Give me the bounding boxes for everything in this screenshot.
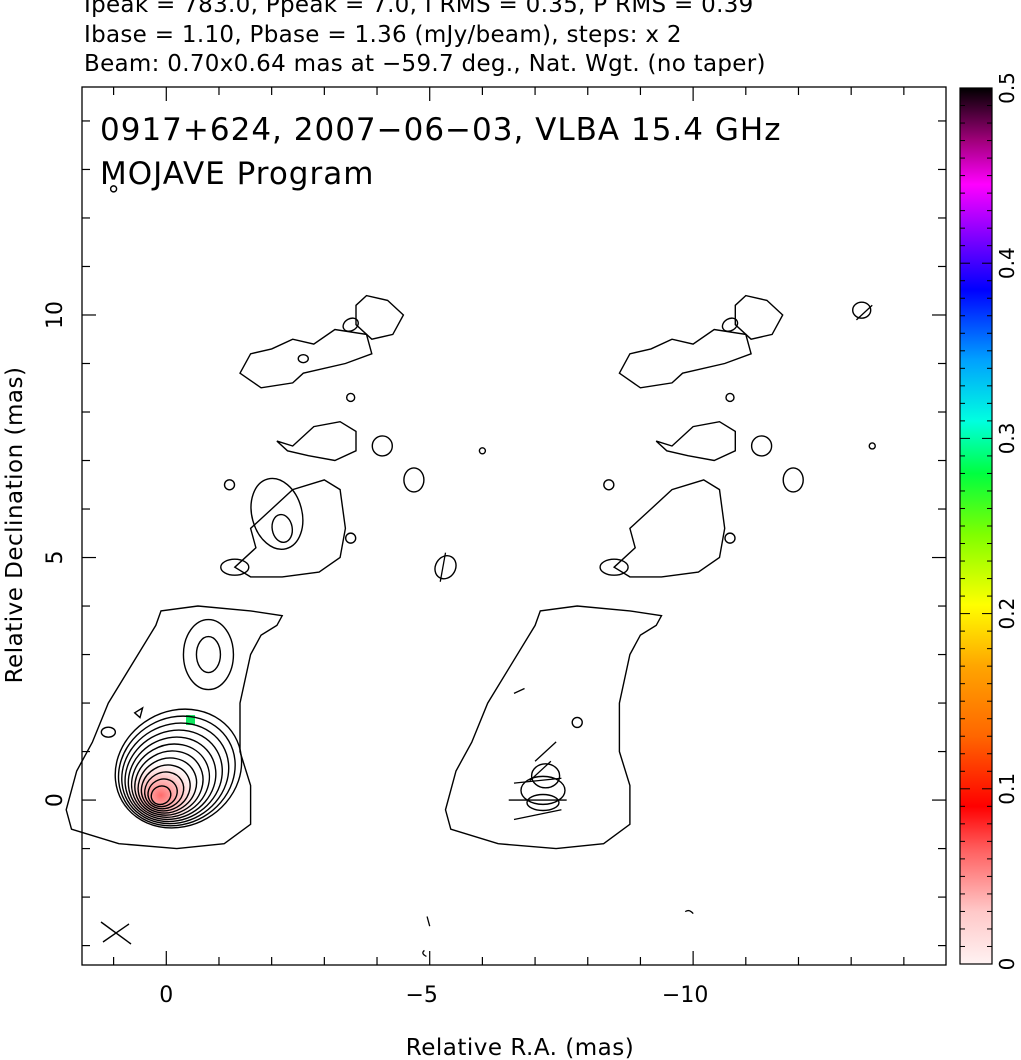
contour-small [684, 909, 694, 915]
contour-ellipse [117, 715, 236, 827]
polarization-peak-pixel [186, 715, 195, 726]
y-axis-label: Relative Declination (mas) [2, 367, 28, 684]
x-axis-label: Relative R.A. (mas) [406, 1035, 634, 1060]
contour-ellipse [725, 392, 735, 403]
contour-ellipse [130, 743, 211, 818]
colorbar-tick-label: 0.4 [995, 247, 1019, 279]
contour-ellipse [603, 479, 615, 491]
contour-ellipse [127, 736, 217, 821]
map-subtitle: MOJAVE Program [100, 156, 374, 192]
colorbar-tick-label: 0.5 [995, 72, 1019, 104]
contour-small [109, 185, 118, 193]
contour-ellipse [271, 513, 294, 544]
x-tick-label: −5 [405, 983, 437, 1008]
contour-ellipse [345, 392, 356, 403]
contour-ellipse [526, 793, 560, 812]
contour-small [422, 949, 427, 958]
contour-ellipse [571, 716, 583, 729]
header-line-3: Beam: 0.70x0.64 mas at −59.7 deg., Nat. … [84, 51, 766, 77]
polarization-vectors [422, 304, 873, 958]
polarization-vector [513, 777, 562, 784]
contour-ellipse [599, 558, 629, 576]
polarization-vector [513, 687, 525, 694]
contour-jet-outer [444, 605, 663, 850]
polarization-vector [426, 916, 431, 927]
contour-ellipse [344, 532, 357, 544]
contour-ellipse [478, 447, 487, 455]
contour-arc [239, 328, 373, 389]
colorbar-labels: 0 0.1 0.2 0.3 0.4 0.5 [995, 72, 1019, 970]
contour-ellipse [724, 532, 736, 544]
colorbar-tick-label: 0 [995, 958, 1019, 971]
colorbar-tick-label: 0.1 [995, 773, 1019, 805]
tick-group [82, 87, 946, 965]
contour-ellipse [852, 301, 872, 319]
contour-ellipse [750, 435, 773, 457]
tick-label-group: 0 −5 −10 0 5 10 [43, 301, 708, 1008]
plot-frame [81, 86, 947, 966]
y-tick-label: 0 [43, 793, 68, 807]
contour-ellipse [144, 771, 185, 810]
contour-ellipse [868, 442, 876, 450]
x-tick-label: −10 [662, 983, 708, 1008]
map-title: 0917+624, 2007−06−03, VLBA 15.4 GHz [100, 112, 781, 148]
polarization-vector [439, 552, 447, 582]
contour-small [133, 706, 144, 719]
contour-ellipse [520, 775, 566, 806]
polarization-vector [513, 809, 562, 821]
contour-ellipse [134, 750, 204, 816]
contour-blob [612, 479, 726, 578]
contour-ellipse [121, 722, 230, 825]
contour-ellipse [403, 467, 425, 493]
contour-ellipse [150, 785, 172, 806]
colorbar-tick-label: 0.2 [995, 598, 1019, 630]
contour-mid [655, 420, 736, 462]
contour-ellipse [250, 477, 304, 550]
header-line-2: Ibase = 1.10, Pbase = 1.36 (mJy/beam), s… [84, 22, 682, 48]
contour-ellipse [223, 479, 236, 491]
contour-mid [276, 420, 357, 462]
colorbar-tick-label: 0.3 [995, 422, 1019, 454]
polarization-vector [855, 304, 873, 321]
contour-ellipse [530, 763, 561, 789]
polarization-vector [534, 741, 557, 762]
contour-top [734, 294, 784, 340]
polarization-vector [529, 760, 552, 782]
contour-ellipse [721, 317, 739, 332]
contour-ellipse [342, 317, 359, 332]
contour-top [355, 294, 405, 340]
contour-ellipse [124, 729, 223, 823]
header-line-1: Ipeak = 783.0, Ppeak = 7.0, I RMS = 0.35… [84, 0, 754, 18]
contour-ellipse [182, 618, 235, 691]
beam-marker [100, 921, 132, 945]
colorbar-ticks [960, 87, 992, 965]
contour-arc [618, 328, 752, 389]
contour-ellipse [220, 558, 250, 576]
contour-blob [233, 479, 347, 578]
y-tick-label: 5 [43, 551, 68, 565]
contour-ellipse [140, 764, 191, 812]
contour-ellipse [371, 435, 393, 457]
contour-ellipse [782, 467, 804, 493]
contour-ellipse [147, 778, 178, 808]
contour-ellipse [114, 708, 243, 829]
contour-ellipse [297, 353, 309, 364]
x-tick-label: 0 [159, 983, 173, 1008]
contour-ellipse [434, 554, 457, 580]
contour-ellipse [100, 726, 117, 738]
contour-ellipse [195, 635, 222, 674]
contour-ellipse [137, 757, 198, 814]
contour-jet-outer [65, 605, 284, 850]
contour-group [65, 185, 876, 958]
y-tick-label: 10 [43, 301, 68, 329]
